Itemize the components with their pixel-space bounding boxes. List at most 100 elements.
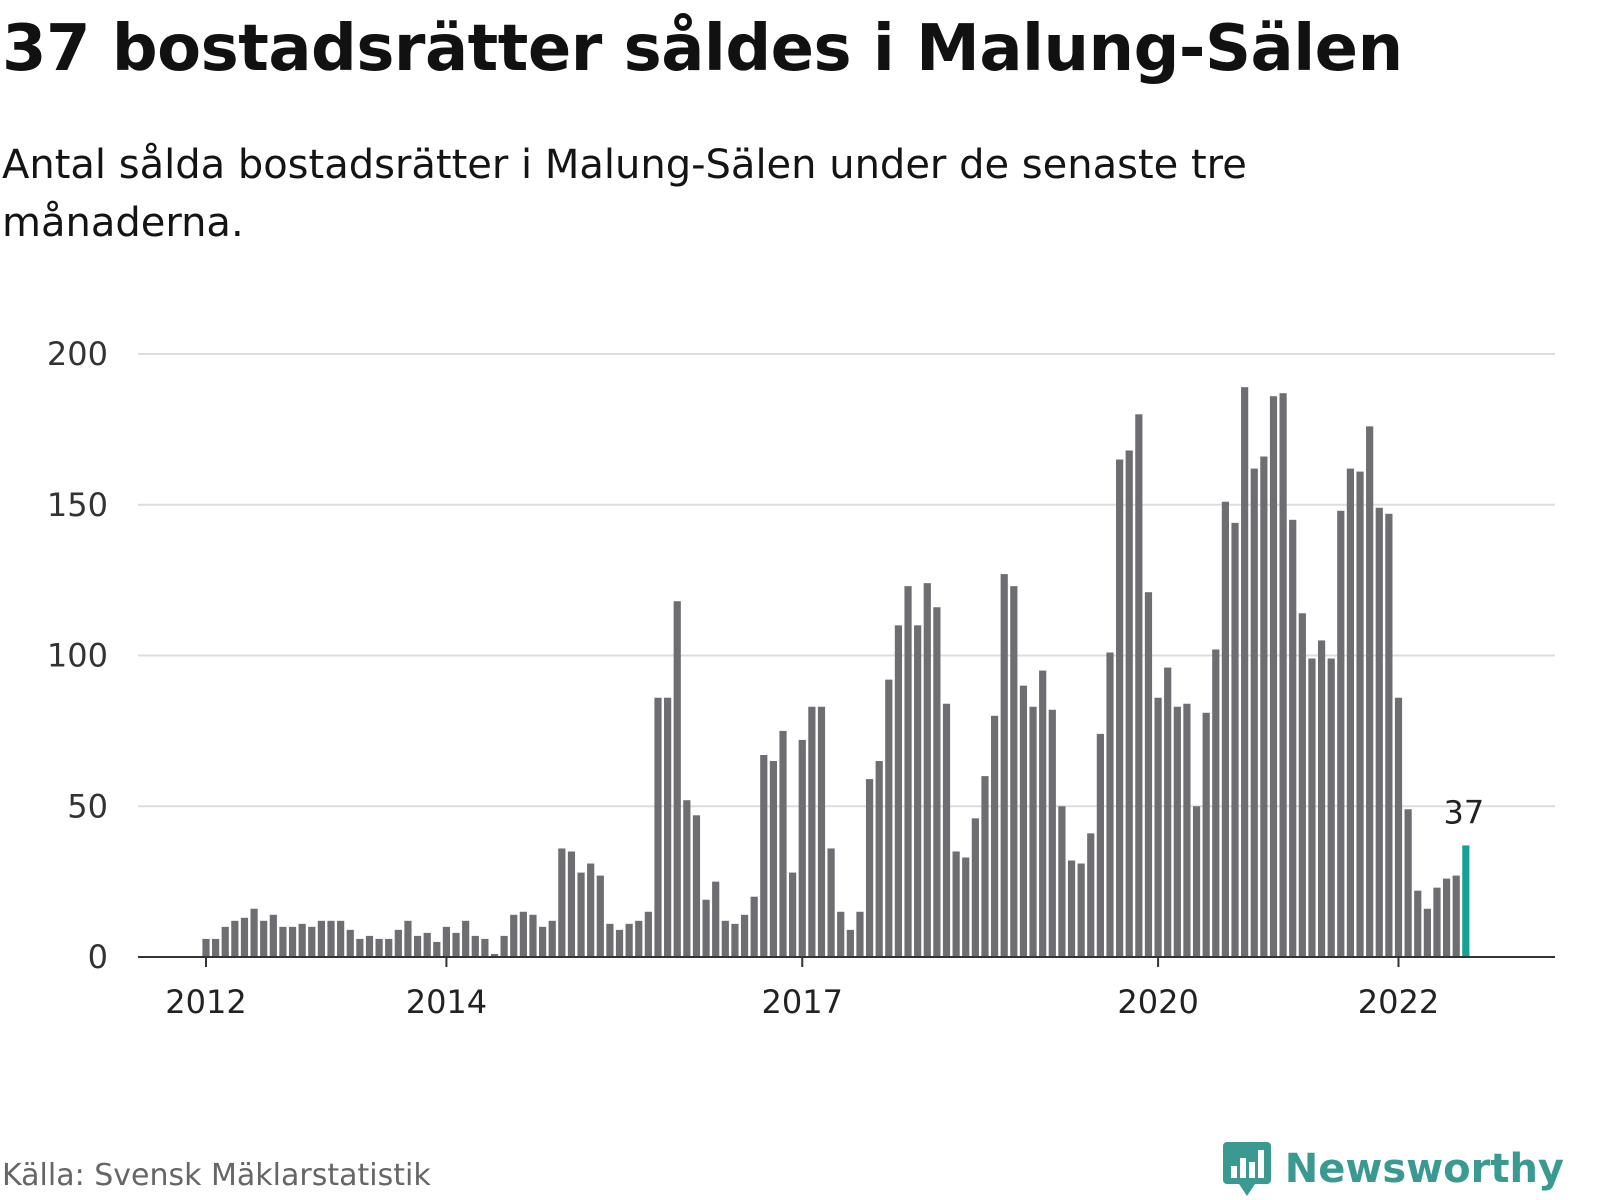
y-tick-label: 200 [47, 335, 108, 373]
bar [212, 938, 220, 957]
bar [1269, 396, 1278, 958]
bar [760, 755, 768, 957]
bar [1423, 908, 1431, 957]
bar [500, 935, 508, 957]
bar [385, 938, 393, 957]
bar [683, 800, 691, 957]
bar [452, 932, 460, 957]
bar [1317, 640, 1326, 957]
bar [250, 908, 258, 957]
chart-title: 37 bostadsrätter såldes i Malung-Sälen [2, 12, 1403, 86]
bar [346, 929, 354, 957]
bar [1010, 586, 1018, 957]
bar [1202, 712, 1210, 957]
x-tick-label: 2012 [165, 983, 246, 1021]
bar [942, 703, 951, 957]
bar [1327, 658, 1335, 957]
bar [567, 851, 576, 957]
bar [548, 920, 556, 957]
bar [798, 739, 806, 957]
bar [1414, 890, 1422, 957]
bar [423, 932, 431, 957]
bar [769, 761, 777, 957]
bar [923, 583, 931, 957]
bar-layer [202, 387, 1470, 958]
bar [1442, 878, 1451, 957]
bar [606, 923, 614, 957]
x-tick-label: 2017 [762, 983, 843, 1021]
bar [337, 920, 345, 957]
bar [1000, 574, 1008, 957]
bar [471, 935, 479, 957]
bar [308, 926, 316, 957]
bar [1366, 426, 1374, 957]
bar [1404, 809, 1412, 957]
bar [635, 920, 643, 957]
bar [1375, 507, 1383, 957]
bar [1356, 471, 1364, 957]
bar [442, 926, 451, 957]
bar [539, 926, 547, 957]
bar [375, 938, 383, 957]
bar [827, 848, 835, 957]
newsworthy-logo-icon [1222, 1142, 1271, 1196]
bar [1106, 652, 1114, 957]
bar [1337, 510, 1345, 957]
highlight-value-label: 37 [1443, 793, 1484, 831]
bar [298, 923, 306, 957]
bar [356, 938, 364, 957]
bar [1279, 393, 1287, 957]
bar [1241, 387, 1249, 957]
bar [577, 872, 585, 957]
bar [240, 917, 249, 957]
bar [846, 929, 854, 957]
bar [1394, 697, 1403, 957]
bar [731, 923, 739, 957]
bar [1029, 706, 1037, 957]
bar [644, 911, 652, 957]
bar [404, 920, 412, 957]
bar [789, 872, 797, 957]
bar [529, 914, 537, 957]
bar [1135, 414, 1143, 957]
bar [1019, 685, 1028, 957]
y-tick-label: 100 [47, 637, 108, 675]
bar [260, 920, 268, 957]
bar [952, 851, 960, 957]
x-tick-label: 2022 [1358, 983, 1439, 1021]
bar [1096, 733, 1104, 957]
bar [1087, 833, 1095, 957]
bar [519, 911, 527, 957]
bar [817, 706, 826, 957]
bar [1260, 456, 1268, 957]
x-tick-label: 2020 [1117, 983, 1198, 1021]
bar [481, 938, 489, 957]
bar [1116, 459, 1124, 957]
y-tick-label: 0 [88, 938, 108, 976]
bar [394, 929, 402, 957]
bar [664, 697, 672, 957]
bar [1125, 450, 1133, 957]
bar [1154, 697, 1162, 957]
bar [1452, 875, 1460, 957]
bar [1164, 667, 1172, 957]
x-tick-label: 2014 [406, 983, 487, 1021]
bar [702, 899, 710, 957]
bar [1385, 513, 1393, 957]
y-tick-label: 50 [67, 787, 108, 825]
bar [779, 730, 787, 958]
bar [317, 920, 325, 957]
bar [221, 926, 229, 957]
bar [269, 914, 277, 957]
bar [413, 935, 422, 957]
axis-layer: 0 50 100 150 200 37 2012 2014 2017 2020 2022 [47, 335, 1555, 1021]
bar [462, 920, 470, 957]
bar [1192, 806, 1201, 957]
brand-name: Newsworthy [1284, 1146, 1564, 1192]
bar [1058, 806, 1066, 957]
chart-subtitle: Antal sålda bostadsrätter i Malung-Sälen… [2, 142, 1247, 246]
bar [433, 941, 441, 957]
bar [1144, 592, 1153, 957]
bar [856, 911, 864, 957]
bar [740, 914, 749, 957]
